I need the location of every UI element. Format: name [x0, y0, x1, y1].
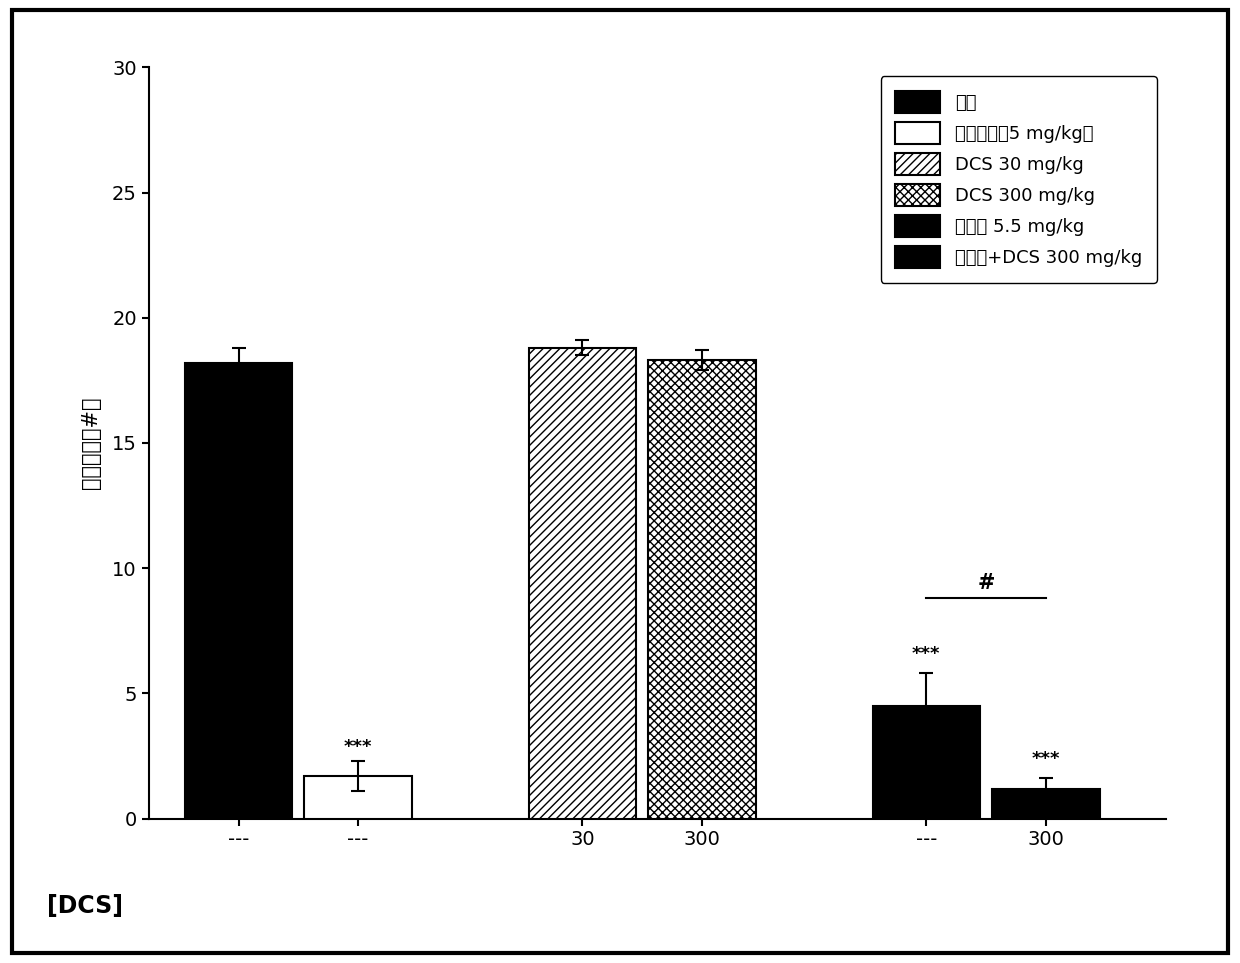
- Bar: [649, 360, 756, 819]
- Text: ***: ***: [913, 645, 941, 664]
- Bar: [304, 776, 412, 819]
- Legend: 对照, 帕罗西汀（5 mg/kg）, DCS 30 mg/kg, DCS 300 mg/kg, 米氮平 5.5 mg/kg, 米氮平+DCS 300 mg/kg: 对照, 帕罗西汀（5 mg/kg）, DCS 30 mg/kg, DCS 300…: [880, 76, 1157, 282]
- Text: ***: ***: [1032, 750, 1060, 768]
- Text: #: #: [977, 573, 994, 593]
- Text: [DCS]: [DCS]: [47, 894, 123, 918]
- Bar: [992, 789, 1100, 819]
- Bar: [185, 363, 293, 819]
- Y-axis label: 埋珠数量（#）: 埋珠数量（#）: [81, 397, 100, 489]
- Bar: [873, 706, 980, 819]
- Text: ***: ***: [343, 738, 372, 756]
- Bar: [528, 348, 636, 819]
